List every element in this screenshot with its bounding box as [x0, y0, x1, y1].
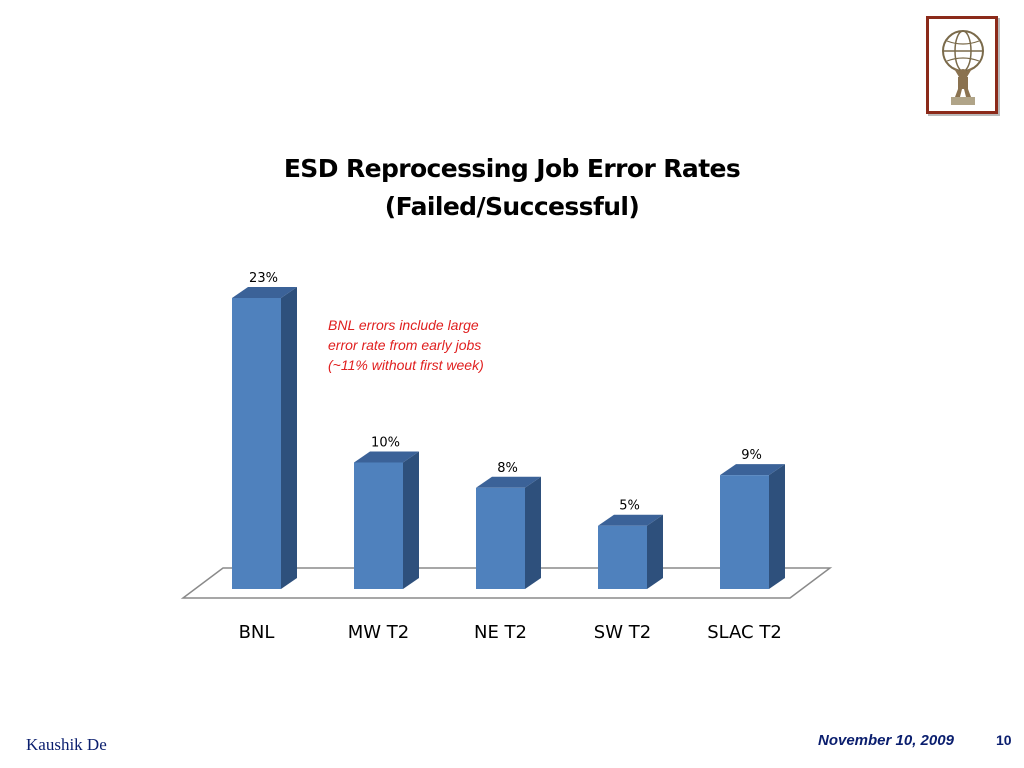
bar-side [769, 464, 785, 589]
data-label: 23% [249, 271, 278, 286]
data-label: 9% [741, 448, 762, 463]
data-label: 5% [619, 499, 640, 514]
bars-group: 23% 10% 8% 5% 9% [232, 271, 785, 589]
annotation-note: BNL errors include large error rate from… [328, 315, 548, 375]
x-tick-label: NE T2 [474, 622, 527, 643]
bar-front [232, 298, 281, 589]
footer-author: Kaushik De [26, 735, 107, 754]
annotation-line-3: (~11% without first week) [328, 357, 484, 373]
annotation-line-2: error rate from early jobs [328, 337, 482, 353]
bar-side [281, 287, 297, 589]
bar-side [525, 476, 541, 589]
x-tick-label: MW T2 [348, 622, 410, 643]
bar-mw-t2 [354, 451, 419, 589]
bar-top [720, 464, 785, 476]
x-tick-label: SLAC T2 [707, 622, 782, 643]
bar-slac-t2 [720, 464, 785, 589]
bar-front [354, 462, 403, 589]
bar-sw-t2 [598, 514, 663, 589]
atlas-statue-icon [942, 30, 984, 105]
chart-title-line-1: ESD Reprocessing Job Error Rates [283, 154, 741, 183]
annotation-line-1: BNL errors include large [328, 317, 479, 333]
x-tick-label: BNL [239, 622, 275, 643]
bar-top [476, 476, 541, 488]
footer-date: November 10, 2009 [818, 732, 954, 749]
page-number: 10 [996, 732, 1012, 748]
x-tick-label: SW T2 [594, 622, 651, 643]
atlas-logo [926, 16, 998, 114]
bar-front [598, 525, 647, 589]
bar-top [354, 451, 419, 463]
data-label: 10% [371, 435, 400, 450]
chart-subtitle: (Failed/Successful) [384, 192, 640, 221]
bar-side [647, 514, 663, 589]
bar-top [232, 287, 297, 298]
bar-front [476, 487, 525, 589]
bar-bnl [232, 287, 297, 589]
bar-top [598, 514, 663, 526]
bar-ne-t2 [476, 476, 541, 589]
chart-title: ESD Reprocessing Job Error Rates (Failed… [0, 150, 1024, 226]
bar-side [403, 451, 419, 589]
bar-front [720, 475, 769, 589]
bar-chart: 23% 10% 8% 5% 9% BNL MW T2 NE T2 SW T2 SLAC T2 [180, 271, 833, 643]
data-label: 8% [497, 461, 518, 476]
x-axis-labels: BNL MW T2 NE T2 SW T2 SLAC T2 [239, 622, 782, 643]
